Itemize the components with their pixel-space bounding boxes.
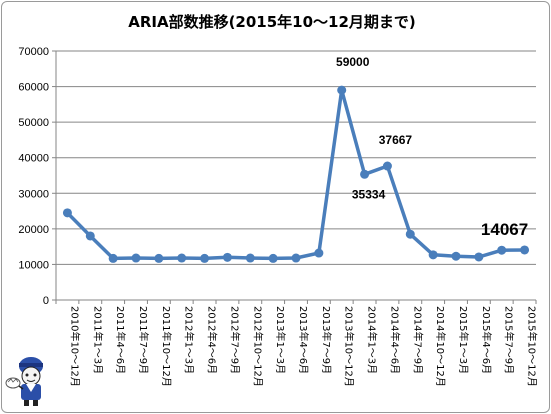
- y-tick-label-70000: 70000: [18, 46, 49, 58]
- x-tick-label-12: 2013年10～12月: [343, 306, 356, 387]
- data-point-1: [85, 231, 95, 241]
- data-point-12: [337, 85, 347, 95]
- data-label-12: 59000: [336, 55, 370, 69]
- x-tick-label-7: 2012年7～9月: [228, 306, 241, 374]
- x-tick-label-14: 2014年4～6月: [388, 306, 401, 374]
- x-tick-label-10: 2013年4～6月: [297, 306, 310, 374]
- data-point-14: [382, 161, 392, 171]
- data-point-7: [222, 252, 232, 262]
- data-labels: 59000 35334 37667 14067: [336, 55, 528, 239]
- data-point-10: [291, 253, 301, 263]
- y-tick-label-0: 0: [43, 295, 49, 307]
- y-axis-ticks: 0 10000 20000 30000 40000 50000 60000 70000: [18, 46, 56, 307]
- grid-lines: [56, 50, 536, 265]
- x-tick-label-2: 2011年4～6月: [114, 306, 127, 374]
- x-tick-label-11: 2013年7～9月: [320, 306, 333, 374]
- x-tick-label-17: 2015年1～3月: [457, 306, 470, 374]
- data-point-11: [314, 248, 324, 258]
- series-polyline: [65, 88, 527, 261]
- data-point-17: [451, 251, 461, 261]
- x-axis-ticks: 2010年10～12月 2011年1～3月 2011年4～6月 2011年7～9月 20…: [55, 300, 539, 387]
- data-point-18: [474, 252, 484, 262]
- y-tick-label-30000: 30000: [18, 188, 49, 200]
- axes: [55, 51, 536, 301]
- data-point-20: [520, 245, 530, 255]
- mascot-illustration: [5, 357, 43, 406]
- x-tick-label-19: 2015年7～9月: [503, 306, 516, 374]
- data-point-13: [360, 169, 370, 179]
- x-tick-label-15: 2014年7～9月: [411, 306, 424, 374]
- y-tick-label-40000: 40000: [18, 153, 49, 165]
- chart-title: ARIA部数推移(2015年10～12月期まで): [128, 13, 416, 31]
- data-point-16: [428, 250, 438, 260]
- y-tick-label-10000: 10000: [18, 259, 49, 271]
- x-tick-label-8: 2012年10～12月: [251, 306, 264, 387]
- y-tick-label-50000: 50000: [18, 117, 49, 129]
- y-tick-label-60000: 60000: [18, 82, 49, 94]
- x-tick-label-3: 2011年7～9月: [137, 306, 150, 374]
- data-point-8: [245, 253, 255, 263]
- data-point-3: [131, 253, 141, 263]
- data-label-13: 35334: [352, 187, 386, 201]
- data-point-2: [108, 253, 118, 263]
- data-label-14: 37667: [379, 133, 413, 147]
- data-point-19: [497, 245, 507, 255]
- x-tick-label-16: 2014年10～12月: [434, 306, 447, 387]
- data-point-4: [154, 253, 164, 263]
- data-point-9: [268, 253, 278, 263]
- data-point-5: [177, 253, 187, 263]
- y-tick-label-20000: 20000: [18, 224, 49, 236]
- x-tick-label-13: 2014年1～3月: [366, 306, 379, 374]
- x-tick-label-6: 2012年4～6月: [206, 306, 219, 374]
- series-points: [62, 85, 530, 263]
- x-tick-label-4: 2011年10～12月: [160, 306, 173, 387]
- data-point-15: [405, 229, 415, 239]
- x-tick-label-20: 2015年10～12月: [526, 306, 539, 387]
- data-point-6: [200, 253, 210, 263]
- x-tick-label-1: 2011年1～3月: [91, 306, 104, 374]
- data-point-0: [62, 208, 72, 218]
- x-tick-label-5: 2012年1～3月: [183, 306, 196, 374]
- x-tick-label-0: 2010年10～12月: [68, 306, 81, 387]
- series-line: [65, 88, 527, 261]
- data-label-20: 14067: [481, 220, 528, 239]
- x-tick-label-9: 2013年1～3月: [274, 306, 287, 374]
- x-tick-label-18: 2015年4～6月: [480, 306, 493, 374]
